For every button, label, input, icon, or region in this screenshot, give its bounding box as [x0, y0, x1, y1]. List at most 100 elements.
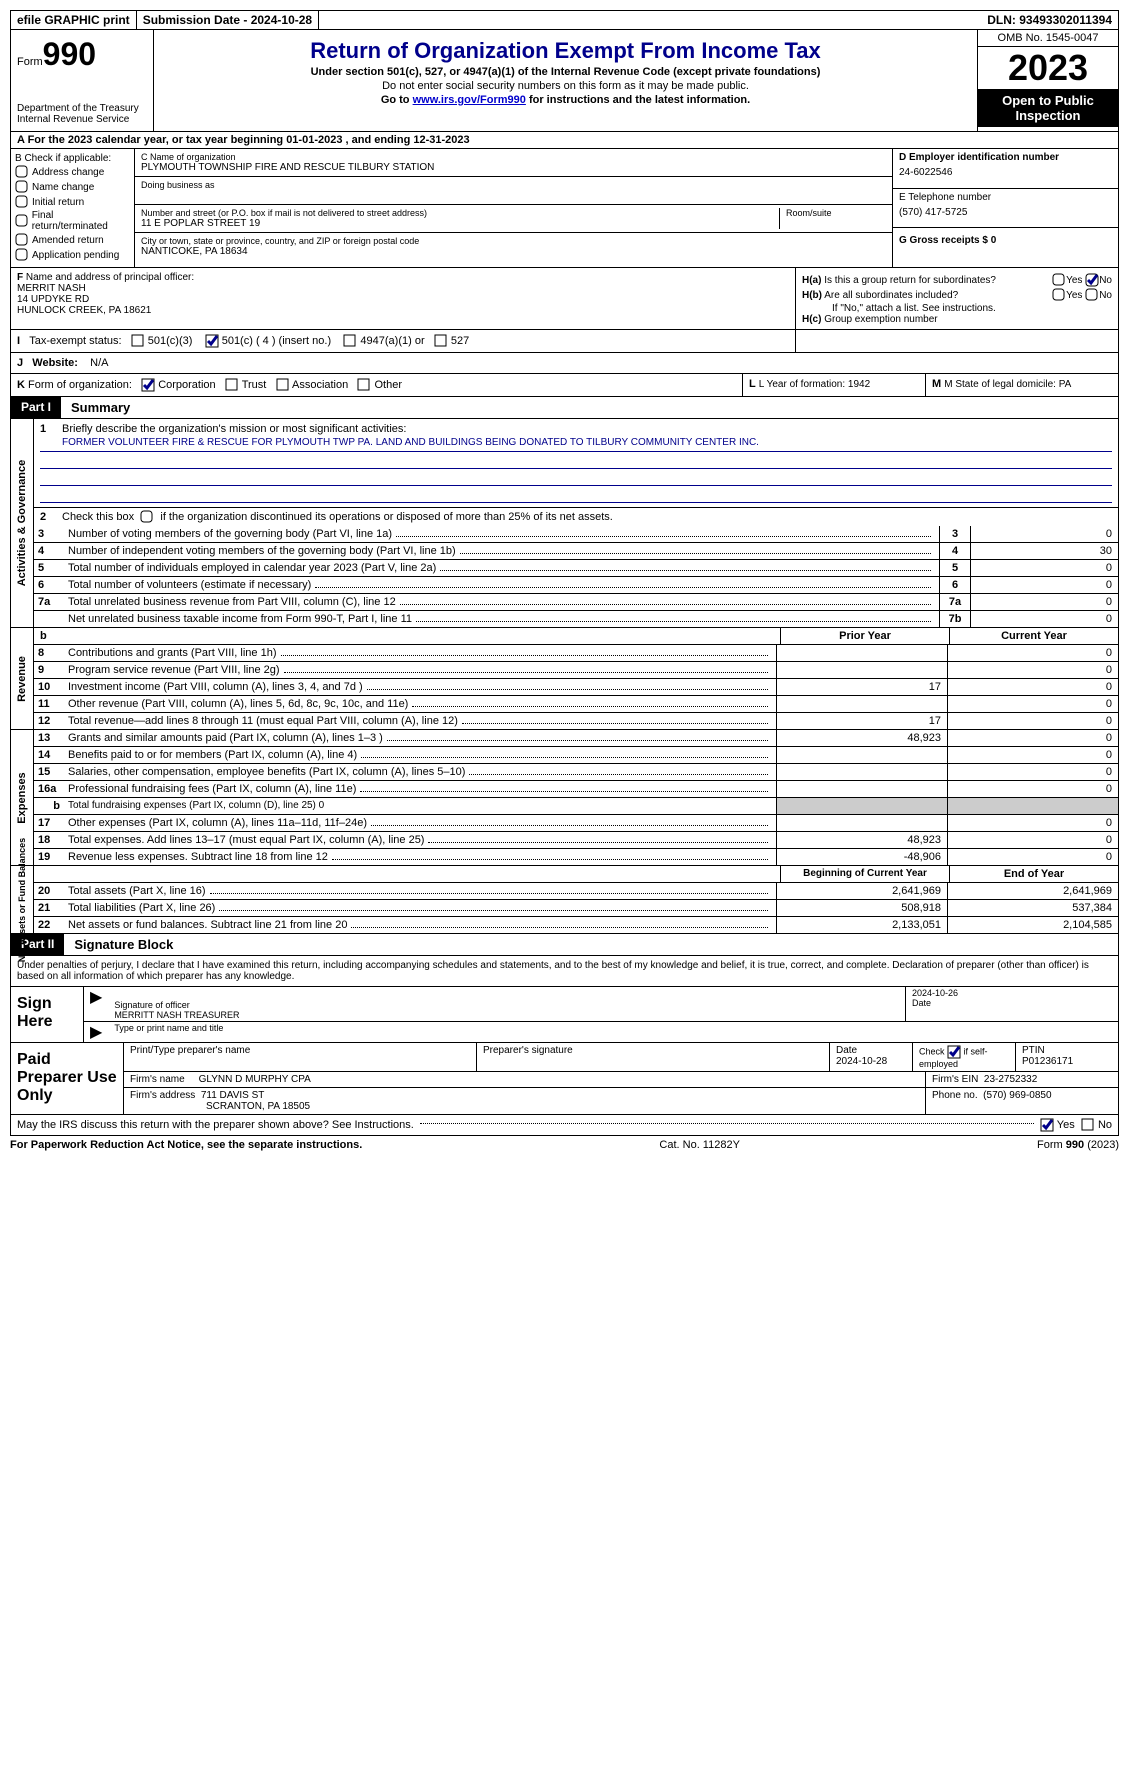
section-klm: K Form of organization: Corporation Trus…	[10, 374, 1119, 397]
line-7a: 7aTotal unrelated business revenue from …	[34, 594, 1118, 611]
checkbox-4947[interactable]	[343, 334, 357, 348]
line-11: 11Other revenue (Part VIII, column (A), …	[34, 696, 1118, 713]
firm-name-value: GLYNN D MURPHY CPA	[199, 1074, 311, 1085]
checkbox-trust[interactable]	[225, 378, 239, 392]
firm-addr1: 711 DAVIS ST	[201, 1090, 265, 1101]
line-15: 15Salaries, other compensation, employee…	[34, 764, 1118, 781]
arrow-icon-2: ▶	[84, 1022, 108, 1042]
checkbox-hb-yes[interactable]	[1052, 288, 1066, 302]
website-value: N/A	[90, 357, 108, 369]
checkbox-self-employed[interactable]	[947, 1045, 961, 1059]
section-deg: D Employer identification number 24-6022…	[893, 149, 1118, 267]
ein-label: D Employer identification number	[899, 152, 1112, 163]
mission-label: Briefly describe the organization's miss…	[62, 423, 406, 435]
checkbox-ha-no[interactable]	[1085, 273, 1099, 287]
expenses-section: Expenses 13Grants and similar amounts pa…	[10, 730, 1119, 866]
checkbox-application-pending[interactable]	[15, 248, 29, 262]
line-14: 14Benefits paid to or for members (Part …	[34, 747, 1118, 764]
section-c: C Name of organization PLYMOUTH TOWNSHIP…	[135, 149, 893, 267]
checkbox-final-return[interactable]	[15, 214, 29, 228]
checkbox-initial-return[interactable]	[15, 195, 29, 209]
governance-section: Activities & Governance 1Briefly describ…	[10, 419, 1119, 628]
omb-number: OMB No. 1545-0047	[978, 30, 1118, 47]
header-left: Form990 Department of the TreasuryIntern…	[11, 30, 154, 131]
irs-link[interactable]: www.irs.gov/Form990	[413, 94, 526, 106]
line-3: 3Number of voting members of the governi…	[34, 526, 1118, 543]
form-title: Return of Organization Exempt From Incom…	[160, 38, 971, 64]
checkbox-discuss-no[interactable]	[1081, 1118, 1095, 1132]
section-h: H(a) Is this a group return for subordin…	[796, 268, 1118, 329]
section-m: M M State of legal domicile: PA	[926, 374, 1118, 396]
revenue-header: b Prior Year Current Year	[34, 628, 1118, 645]
line-9: 9Program service revenue (Part VIII, lin…	[34, 662, 1118, 679]
line-20: 20Total assets (Part X, line 16)2,641,96…	[34, 883, 1118, 900]
hc-label: H(c) Group exemption number	[802, 314, 1112, 325]
part-1-label: Part I	[11, 397, 61, 418]
checkbox-corporation[interactable]	[141, 378, 155, 392]
sign-here-label: Sign Here	[11, 987, 84, 1042]
vert-revenue: Revenue	[11, 628, 34, 729]
firm-name-label: Firm's name	[130, 1074, 185, 1085]
city-label: City or town, state or province, country…	[141, 236, 886, 246]
cat-number: Cat. No. 11282Y	[362, 1139, 1037, 1151]
checkbox-other[interactable]	[357, 378, 371, 392]
dba-label: Doing business as	[141, 180, 886, 190]
checkbox-discuss-yes[interactable]	[1040, 1118, 1054, 1132]
part-2-header: Part II Signature Block	[10, 934, 1119, 956]
checkbox-527[interactable]	[434, 334, 448, 348]
line-10: 10Investment income (Part VIII, column (…	[34, 679, 1118, 696]
efile-button[interactable]: efile GRAPHIC print	[11, 11, 137, 29]
part-2-title: Signature Block	[64, 934, 183, 955]
preparer-name-label: Print/Type preparer's name	[130, 1045, 470, 1056]
form-header: Form990 Department of the TreasuryIntern…	[10, 30, 1119, 132]
preparer-date-value: 2024-10-28	[836, 1056, 887, 1067]
checkbox-501c3[interactable]	[131, 334, 145, 348]
sig-date-label: Date	[912, 998, 1112, 1008]
header-subtitle-2: Do not enter social security numbers on …	[160, 80, 971, 92]
checkbox-501c[interactable]	[205, 334, 219, 348]
sig-officer-name: MERRITT NASH TREASURER	[114, 1010, 899, 1020]
part-1-title: Summary	[61, 397, 140, 418]
checkbox-ha-yes[interactable]	[1052, 273, 1066, 287]
vert-governance: Activities & Governance	[11, 419, 34, 627]
org-name-label: C Name of organization	[141, 152, 886, 162]
gross-receipts: G Gross receipts $ 0	[899, 235, 1112, 246]
end-year-header: End of Year	[949, 866, 1118, 882]
city-value: NANTICOKE, PA 18634	[141, 246, 886, 257]
open-to-public: Open to Public Inspection	[978, 89, 1118, 127]
ptin-value: P01236171	[1022, 1056, 1073, 1067]
checkbox-association[interactable]	[276, 378, 290, 392]
checkbox-line2[interactable]	[140, 510, 154, 524]
line-21: 21Total liabilities (Part X, line 26)508…	[34, 900, 1118, 917]
section-k: K Form of organization: Corporation Trus…	[11, 374, 743, 396]
line-16b: bTotal fundraising expenses (Part IX, co…	[34, 798, 1118, 815]
org-name: PLYMOUTH TOWNSHIP FIRE AND RESCUE TILBUR…	[141, 162, 886, 173]
header-right: OMB No. 1545-0047 2023 Open to Public In…	[978, 30, 1118, 131]
checkbox-hb-no[interactable]	[1085, 288, 1099, 302]
header-mid: Return of Organization Exempt From Incom…	[154, 30, 978, 131]
bottom-bar: For Paperwork Reduction Act Notice, see …	[10, 1136, 1119, 1154]
paperwork-notice: For Paperwork Reduction Act Notice, see …	[10, 1139, 362, 1151]
checkbox-amended-return[interactable]	[15, 233, 29, 247]
line-12: 12Total revenue—add lines 8 through 11 (…	[34, 713, 1118, 729]
firm-phone-value: (570) 969-0850	[983, 1090, 1051, 1101]
section-bcd: B Check if applicable: Address change Na…	[10, 149, 1119, 268]
paid-preparer-section: Paid Preparer Use Only Print/Type prepar…	[10, 1043, 1119, 1115]
sig-officer-label: Signature of officer	[114, 1000, 899, 1010]
header-subtitle-3: Go to www.irs.gov/Form990 for instructio…	[160, 94, 971, 106]
ein-value: 24-6022546	[899, 167, 1112, 178]
dept-label: Department of the TreasuryInternal Reven…	[17, 103, 147, 125]
paid-preparer-label: Paid Preparer Use Only	[11, 1043, 124, 1114]
line-13: 13Grants and similar amounts paid (Part …	[34, 730, 1118, 747]
line-18: 18Total expenses. Add lines 13–17 (must …	[34, 832, 1118, 849]
section-j: J Website: N/A	[10, 353, 1119, 374]
checkbox-address-change[interactable]	[15, 165, 29, 179]
form-number: 990	[43, 36, 96, 72]
section-b: B Check if applicable: Address change Na…	[11, 149, 135, 267]
section-i: I Tax-exempt status: 501(c)(3) 501(c) ( …	[11, 330, 796, 352]
checkbox-name-change[interactable]	[15, 180, 29, 194]
part-1-header: Part I Summary	[10, 397, 1119, 419]
section-h-extra	[796, 330, 1118, 352]
type-print-label: Type or print name and title	[108, 1022, 1118, 1042]
line-19: 19Revenue less expenses. Subtract line 1…	[34, 849, 1118, 865]
